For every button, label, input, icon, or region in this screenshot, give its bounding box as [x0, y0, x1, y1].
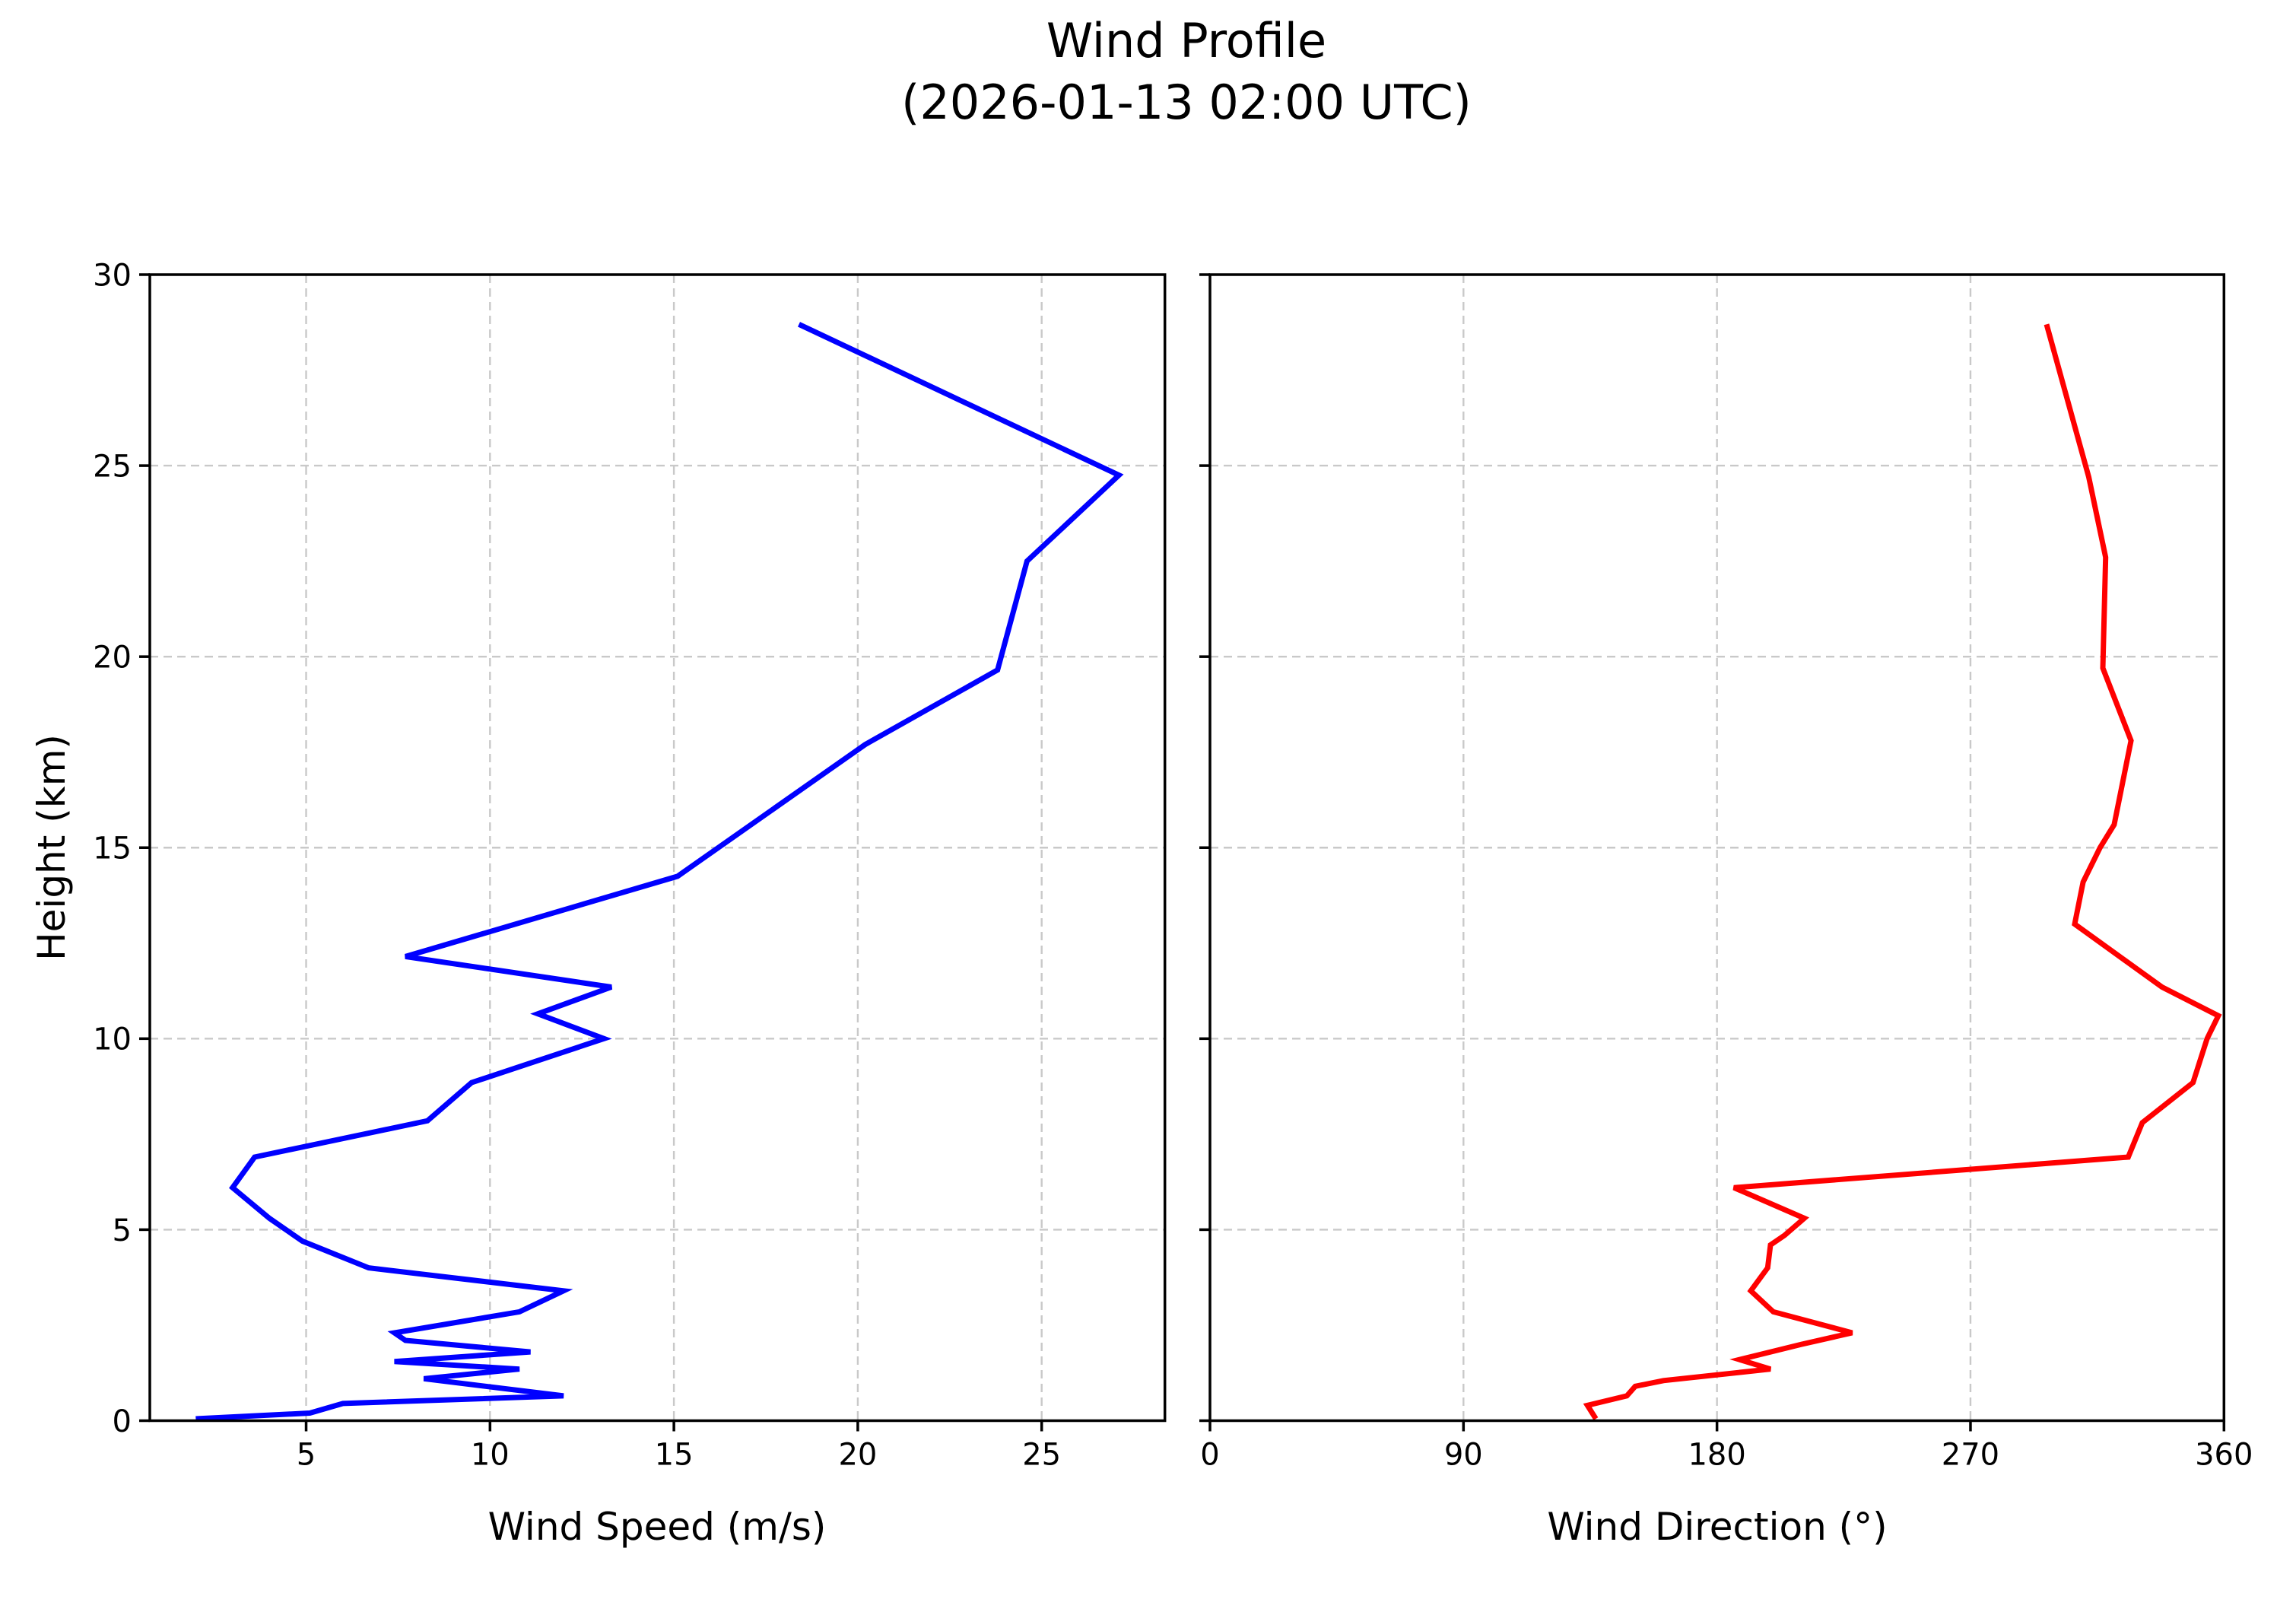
- xtick-label-wind_direction-0: 0: [1200, 1438, 1219, 1473]
- xtick-label-wind_direction-360: 360: [2195, 1438, 2253, 1473]
- xtick-label-wind_speed-25: 25: [1022, 1438, 1061, 1473]
- y-axis-label-height: Height (km): [30, 734, 74, 961]
- ytick-label-0: 0: [113, 1404, 132, 1439]
- xtick-label-wind_direction-270: 270: [1942, 1438, 1999, 1473]
- ytick-label-15: 15: [93, 831, 132, 866]
- xtick-label-wind_speed-20: 20: [838, 1438, 877, 1473]
- series-line-wind_speed: [195, 322, 1124, 1422]
- ytick-label-10: 10: [93, 1022, 132, 1057]
- ytick-label-25: 25: [93, 449, 132, 484]
- xtick-label-wind_direction-90: 90: [1444, 1438, 1483, 1473]
- ytick-label-30: 30: [93, 258, 132, 293]
- xtick-label-wind_speed-10: 10: [471, 1438, 510, 1473]
- series-line-wind_direction: [1583, 323, 2222, 1420]
- x-axis-label-wind-speed: Wind Speed (m/s): [487, 1505, 827, 1549]
- xtick-label-wind_direction-180: 180: [1688, 1438, 1745, 1473]
- figure-title-line2: (2026-01-13 02:00 UTC): [901, 75, 1472, 130]
- figure-title-line1: Wind Profile: [1046, 13, 1327, 68]
- xtick-label-wind_speed-5: 5: [297, 1438, 316, 1473]
- xtick-label-wind_speed-15: 15: [655, 1438, 694, 1473]
- ytick-label-5: 5: [113, 1213, 132, 1248]
- ytick-label-20: 20: [93, 641, 132, 676]
- x-axis-label-wind-direction: Wind Direction (°): [1547, 1505, 1888, 1549]
